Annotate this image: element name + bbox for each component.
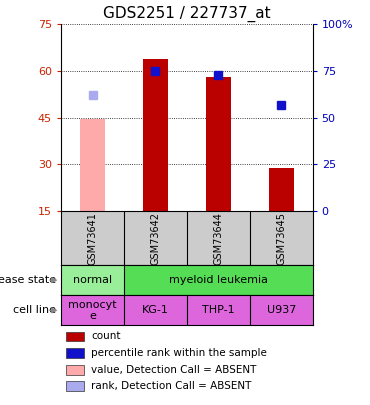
- Text: monocyt
e: monocyt e: [68, 300, 117, 321]
- Bar: [66, 382, 84, 391]
- Bar: [124, 265, 313, 295]
- Text: percentile rank within the sample: percentile rank within the sample: [91, 348, 267, 358]
- Text: THP-1: THP-1: [202, 305, 235, 315]
- Text: GSM73642: GSM73642: [150, 212, 161, 264]
- Bar: [124, 295, 187, 326]
- Bar: [66, 365, 84, 375]
- Text: rank, Detection Call = ABSENT: rank, Detection Call = ABSENT: [91, 381, 252, 391]
- Text: U937: U937: [266, 305, 296, 315]
- Text: count: count: [91, 331, 121, 341]
- Text: value, Detection Call = ABSENT: value, Detection Call = ABSENT: [91, 364, 257, 375]
- Text: cell line: cell line: [13, 305, 56, 315]
- Bar: [66, 332, 84, 341]
- Bar: [206, 77, 231, 211]
- Text: GSM73645: GSM73645: [276, 212, 286, 264]
- Text: disease state: disease state: [0, 275, 56, 285]
- Bar: [269, 168, 294, 211]
- Bar: [250, 295, 313, 326]
- Bar: [61, 295, 124, 326]
- Bar: [80, 119, 105, 211]
- Text: myeloid leukemia: myeloid leukemia: [169, 275, 268, 285]
- Text: GSM73641: GSM73641: [87, 212, 98, 264]
- Text: GSM73644: GSM73644: [213, 212, 223, 264]
- Bar: [187, 295, 250, 326]
- Text: KG-1: KG-1: [142, 305, 169, 315]
- Bar: [61, 265, 124, 295]
- Text: normal: normal: [73, 275, 112, 285]
- Bar: [143, 59, 168, 211]
- Bar: [66, 348, 84, 358]
- Title: GDS2251 / 227737_at: GDS2251 / 227737_at: [103, 5, 271, 21]
